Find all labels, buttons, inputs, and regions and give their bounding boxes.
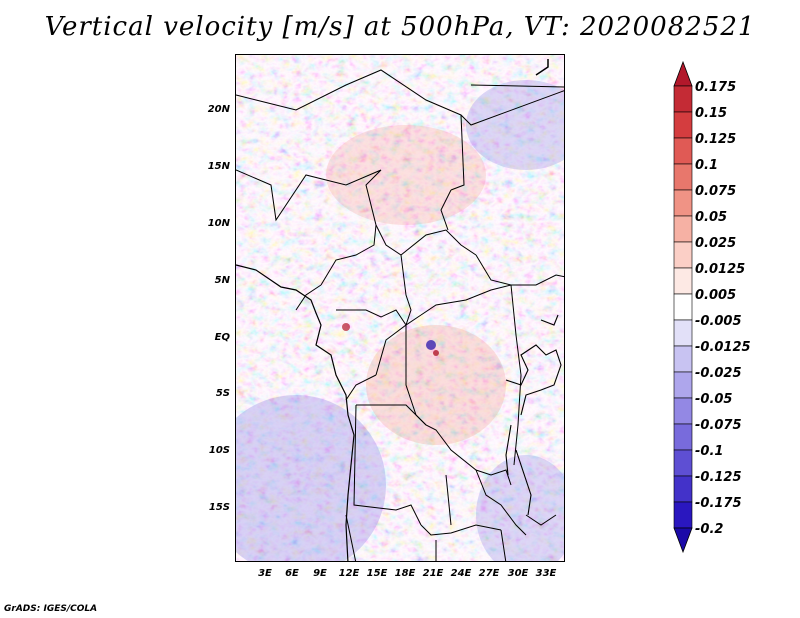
lat-label-10s: 10S [208, 445, 230, 456]
colorbar-bottom-arrow [673, 527, 693, 554]
lon-label-9e: 9E [313, 568, 327, 579]
downdraft-core [433, 350, 439, 356]
coast-feature [535, 59, 549, 76]
colorbar-label: -0.1 [695, 444, 724, 459]
coastline [236, 264, 355, 561]
colorbar-label: 0.125 [695, 132, 737, 147]
colorbar-segment [673, 163, 693, 191]
colorbar-segment [673, 371, 693, 399]
colorbar-label: 0.1 [695, 158, 719, 173]
map-panel [235, 54, 565, 562]
vertical-velocity-field [236, 55, 564, 561]
negative-region-southwest [236, 395, 386, 561]
lon-label-21e: 21E [422, 568, 444, 579]
lat-label-5s: 5S [215, 388, 230, 399]
lat-label-5n: 5N [214, 275, 230, 286]
lon-label-12e: 12E [338, 568, 360, 579]
colorbar-segment [673, 345, 693, 373]
lon-label-6e: 6E [285, 568, 299, 579]
updraft-core [426, 340, 436, 350]
colorbar-label: 0.0125 [695, 262, 746, 277]
colorbar-label: -0.075 [695, 418, 742, 433]
colorbar-segment [673, 293, 693, 321]
colorbar-segment [673, 111, 693, 139]
colorbar [673, 60, 693, 554]
colorbar-label: 0.075 [695, 184, 737, 199]
colorbar-label: 0.175 [695, 80, 737, 95]
colorbar-segment [673, 215, 693, 243]
colorbar-top-arrow [673, 60, 693, 87]
colorbar-segment [673, 85, 693, 113]
colorbar-label: -0.125 [695, 470, 742, 485]
colorbar-label: -0.005 [695, 314, 742, 329]
lat-label-15s: 15S [208, 502, 230, 513]
grads-credit: GrADS: IGES/COLA [4, 604, 98, 614]
colorbar-segment [673, 137, 693, 165]
lat-label-10n: 10N [207, 218, 230, 229]
positive-region-congo [366, 325, 506, 445]
lat-label-eq: EQ [214, 332, 230, 343]
colorbar-segment [673, 423, 693, 451]
lon-label-24e: 24E [450, 568, 472, 579]
colorbar-label: 0.15 [695, 106, 728, 121]
colorbar-label: 0.025 [695, 236, 737, 251]
negative-region-southeast [476, 455, 564, 561]
colorbar-label: -0.2 [695, 522, 724, 537]
colorbar-segment [673, 397, 693, 425]
lat-label-15n: 15N [207, 161, 230, 172]
colorbar-segment [673, 449, 693, 477]
velocity-fine-shading [236, 55, 564, 561]
downdraft-core-west [342, 323, 350, 331]
lon-label-27e: 27E [478, 568, 500, 579]
colorbar-segment [673, 267, 693, 295]
lon-label-33e: 33E [535, 568, 557, 579]
colorbar-segment [673, 241, 693, 269]
colorbar-segment [673, 501, 693, 529]
great-lakes [505, 314, 562, 516]
colorbar-label: 0.05 [695, 210, 728, 225]
colorbar-segment [673, 319, 693, 347]
colorbar-label: -0.025 [695, 366, 742, 381]
colorbar-label: -0.05 [695, 392, 733, 407]
lat-label-20n: 20N [207, 104, 230, 115]
colorbar-label: -0.0125 [695, 340, 751, 355]
colorbar-segment [673, 189, 693, 217]
colorbar-label: 0.005 [695, 288, 737, 303]
lon-label-30e: 30E [507, 568, 529, 579]
colorbar-segment [673, 475, 693, 503]
lon-label-3e: 3E [258, 568, 272, 579]
colorbar-label: -0.175 [695, 496, 742, 511]
negative-region-northeast [466, 80, 564, 170]
lon-label-15e: 15E [366, 568, 388, 579]
country-borders [236, 69, 564, 561]
map-title: Vertical velocity [m/s] at 500hPa, VT: 2… [44, 12, 756, 42]
lon-label-18e: 18E [394, 568, 416, 579]
